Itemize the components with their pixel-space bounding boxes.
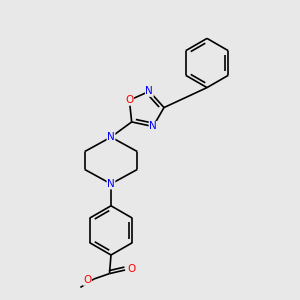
Text: O: O [83, 275, 92, 285]
Text: N: N [107, 132, 115, 142]
Text: N: N [146, 86, 153, 96]
Text: N: N [149, 122, 157, 131]
Text: N: N [107, 179, 115, 189]
Text: O: O [125, 95, 134, 105]
Text: O: O [128, 264, 136, 274]
